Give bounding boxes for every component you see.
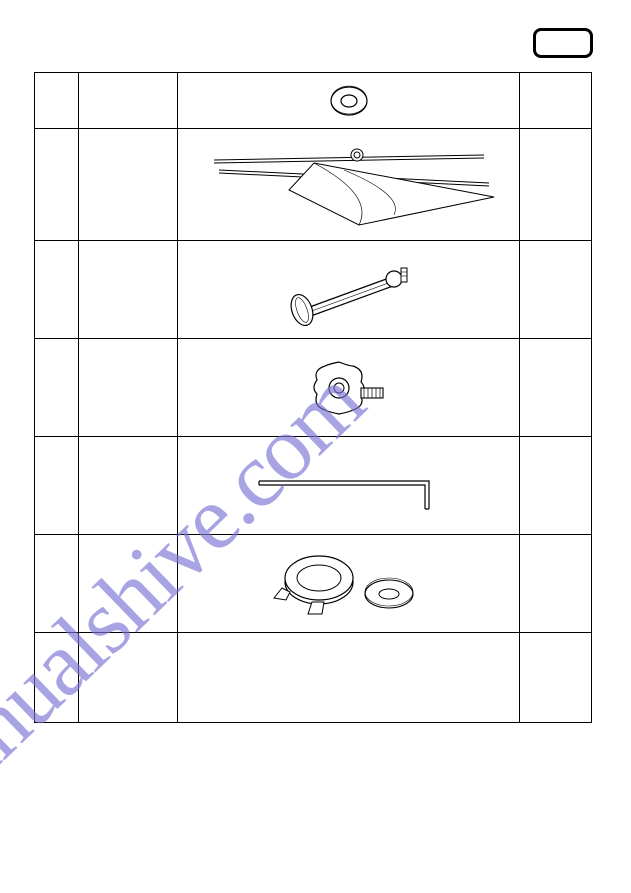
page-number-box [533, 28, 593, 58]
table-row [35, 437, 592, 535]
illustration-cell [178, 437, 520, 535]
illustration-cell [178, 73, 520, 129]
umbrella-canopy-icon [194, 135, 504, 235]
allen-key-icon [239, 451, 459, 521]
cap-and-washer-icon [264, 544, 434, 624]
illustration-cell [178, 339, 520, 437]
washer-icon [328, 80, 370, 122]
parts-table [34, 72, 592, 723]
table-row [35, 633, 592, 723]
table-row [35, 535, 592, 633]
star-knob-icon [299, 348, 399, 428]
table-row [35, 241, 592, 339]
crank-handle-icon [269, 250, 429, 330]
table-row [35, 339, 592, 437]
illustration-cell [178, 241, 520, 339]
illustration-cell [178, 129, 520, 241]
table-row [35, 73, 592, 129]
illustration-cell [178, 535, 520, 633]
table-row [35, 129, 592, 241]
